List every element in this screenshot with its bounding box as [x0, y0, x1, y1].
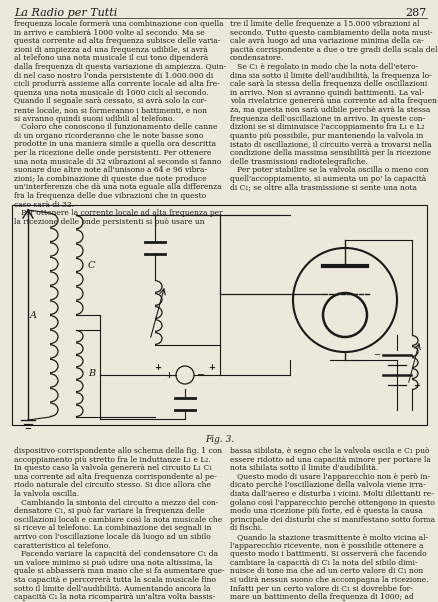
Text: pacità corrispondente a due o tre gradi della scala del: pacità corrispondente a due o tre gradi … — [230, 46, 437, 54]
Text: quanto più possibile, pur mantenendo la valvola in: quanto più possibile, pur mantenendo la … — [230, 132, 422, 140]
Text: Questo modo di usare l'apparecchio non è però in-: Questo modo di usare l'apparecchio non è… — [230, 473, 429, 481]
Text: densatore C₁, si può far variare la frequenza delle: densatore C₁, si può far variare la freq… — [14, 507, 204, 515]
Text: −: − — [373, 350, 380, 359]
Text: Cambiando la sintonia del circuito a mezzo del con-: Cambiando la sintonia del circuito a mez… — [14, 498, 218, 507]
Text: dizioni se si diminuisce l'accoppiamento fra L₁ e L₂: dizioni se si diminuisce l'accoppiamento… — [230, 123, 424, 131]
Text: condizione della massima sensibilità per la ricezione: condizione della massima sensibilità per… — [230, 149, 430, 157]
Text: diata dall'aereo e disturba i vicini. Molti dilettanti re-: diata dall'aereo e disturba i vicini. Mo… — [230, 490, 433, 498]
Text: Se C₁ è regolato in modo che la nota dell'etero-: Se C₁ è regolato in modo che la nota del… — [230, 63, 417, 71]
Text: cambiare la capacità di C₁ la nota del sibilo dimi-: cambiare la capacità di C₁ la nota del s… — [230, 559, 417, 567]
Text: rente locale, non si formeranno i battimenti, e non: rente locale, non si formeranno i battim… — [14, 106, 207, 114]
Bar — [12, 205, 426, 425]
Text: secondo. Tutto questo cambiamento della nota musi-: secondo. Tutto questo cambiamento della … — [230, 29, 431, 37]
Text: sotto il limite dell'audibilità. Aumentando ancora la: sotto il limite dell'audibilità. Aumenta… — [14, 585, 210, 592]
Text: Fig. 3.: Fig. 3. — [205, 435, 233, 444]
Text: In questo caso la valvola genererà nel circuito L₁ C₁: In questo caso la valvola genererà nel c… — [14, 464, 212, 473]
Text: questa corrente ad alta frequenza subisce delle varia-: questa corrente ad alta frequenza subisc… — [14, 37, 220, 45]
Text: cicli produrrà assieme alla corrente locale ad alta fre-: cicli produrrà assieme alla corrente loc… — [14, 80, 219, 88]
Text: arrivo con l'oscillazione locale dà luogo ad un sibilo: arrivo con l'oscillazione locale dà luog… — [14, 533, 210, 541]
Text: prodotte in una maniera simile a quella ora descritta: prodotte in una maniera simile a quella … — [14, 140, 215, 149]
Text: si avranno quindi suoni udibili al telefono.: si avranno quindi suoni udibili al telef… — [14, 114, 174, 123]
Text: nuisce di tono ma che ad un certo valore di C₁ non: nuisce di tono ma che ad un certo valore… — [230, 568, 422, 576]
Text: mare un battimento della frequenza di 1000; ad: mare un battimento della frequenza di 10… — [230, 593, 413, 601]
Text: Quando il segnale sarà cessato, si avrà solo la cor-: Quando il segnale sarà cessato, si avrà … — [14, 98, 206, 105]
Text: quell'accoppiamento, si aumenta un po' la capacità: quell'accoppiamento, si aumenta un po' l… — [230, 175, 425, 183]
Text: quale si abbasserà man mano che si fa aumentare que-: quale si abbasserà man mano che si fa au… — [14, 568, 224, 576]
Text: +: + — [208, 362, 215, 371]
Text: frequenza locale formerà una combinazione con quella: frequenza locale formerà una combinazion… — [14, 20, 223, 28]
Text: la valvola oscilla.: la valvola oscilla. — [14, 490, 79, 498]
Text: bassa sibilata, è segno che la valvola oscila e C₁ può: bassa sibilata, è segno che la valvola o… — [230, 447, 428, 455]
Text: quenza una nota musicale di 1000 cicli al secondo.: quenza una nota musicale di 1000 cicli a… — [14, 89, 208, 97]
Text: essere ridotto ad una capacità minore per portare la: essere ridotto ad una capacità minore pe… — [230, 456, 430, 464]
Text: +: + — [165, 370, 172, 379]
Text: un valore minimo si può udire una nota altissima, la: un valore minimo si può udire una nota a… — [14, 559, 212, 567]
Text: la ricezione delle onde persistenti si può usare un: la ricezione delle onde persistenti si p… — [14, 218, 204, 226]
Text: in arrivo. Non si avranno quindi battimenti. La val-: in arrivo. Non si avranno quindi battime… — [230, 89, 424, 97]
Text: modo una ricezione più forte, ed è questa la causa: modo una ricezione più forte, ed è quest… — [230, 507, 422, 515]
Text: Infatti per un certo valore di C₁ si dovrebbe for-: Infatti per un certo valore di C₁ si dov… — [230, 585, 412, 592]
Text: caso sarà di 32.: caso sarà di 32. — [14, 200, 74, 209]
Text: zioni; la combinazione di queste due note produce: zioni; la combinazione di queste due not… — [14, 175, 206, 183]
Text: dispositivo corrispondente allo schema della fig. 1 con: dispositivo corrispondente allo schema d… — [14, 447, 222, 455]
Text: A: A — [29, 311, 36, 320]
Text: oscillazioni locali e cambiare così la nota musicale che: oscillazioni locali e cambiare così la n… — [14, 516, 222, 524]
Text: condensatore.: condensatore. — [230, 54, 283, 63]
Text: di un organo ricorderanno che le note basse sono: di un organo ricorderanno che le note ba… — [14, 132, 203, 140]
Text: si udirà nessun suono che accompagna la ricezione.: si udirà nessun suono che accompagna la … — [230, 576, 427, 584]
Text: accoppiamento più stretto fra le induttanze L₁ e L₂.: accoppiamento più stretto fra le indutta… — [14, 456, 210, 464]
Text: una nota musicale di 32 vibrazioni al secondo si fanno: una nota musicale di 32 vibrazioni al se… — [14, 158, 221, 166]
Text: Per poter stabilire se la valvola oscilla o meno con: Per poter stabilire se la valvola oscill… — [230, 166, 427, 174]
Text: dicato perchè l'oscillazione della valvola viene irra-: dicato perchè l'oscillazione della valvo… — [230, 482, 425, 489]
Text: C: C — [88, 261, 95, 270]
Text: istato di oscillazione, il circuito verrà a trovarsi nella: istato di oscillazione, il circuito verr… — [230, 140, 431, 149]
Text: +: + — [413, 380, 420, 389]
Text: cale avrà luogo ad una variazione minima della ca-: cale avrà luogo ad una variazione minima… — [230, 37, 423, 45]
Text: si riceve al telefono. La combinazione dei segnali in: si riceve al telefono. La combinazione d… — [14, 524, 211, 532]
Text: zioni di ampiezza ad una frequenza udibile, si avrà: zioni di ampiezza ad una frequenza udibi… — [14, 46, 208, 54]
Text: caratteristico al telefono.: caratteristico al telefono. — [14, 542, 110, 550]
Text: nota sibilata sotto il limite d'audibilità.: nota sibilata sotto il limite d'audibili… — [230, 464, 378, 472]
Text: za, ma questa non sarà udibile perchè avrà la stessa: za, ma questa non sarà udibile perchè av… — [230, 106, 429, 114]
Text: +: + — [154, 362, 161, 371]
Text: di fischi.: di fischi. — [230, 524, 262, 532]
Text: −: − — [197, 370, 205, 380]
Text: l'apparecchio ricevente, non è possibile ottenere a: l'apparecchio ricevente, non è possibile… — [230, 542, 423, 550]
Text: golano così l'apparecchio perchè ottengono in questo: golano così l'apparecchio perchè ottengo… — [230, 498, 434, 507]
Text: Coloro che conoscono il funzionamento delle canne: Coloro che conoscono il funzionamento de… — [14, 123, 217, 131]
Text: La Radio per Tutti: La Radio per Tutti — [14, 8, 117, 18]
Text: dalla frequenza di questa variazione di ampiezza. Quin-: dalla frequenza di questa variazione di … — [14, 63, 226, 71]
Text: dina sia sotto il limite dell'audibilità, la frequenza lo-: dina sia sotto il limite dell'audibilità… — [230, 72, 431, 79]
Text: di nel caso nostro l'onda persistente di 1.000.000 di: di nel caso nostro l'onda persistente di… — [14, 72, 213, 79]
Text: fra la frequenza delle due vibrazioni che in questo: fra la frequenza delle due vibrazioni ch… — [14, 192, 206, 200]
Text: di C₁; se oltre alla trasmissione si sente una nota: di C₁; se oltre alla trasmissione si sen… — [230, 184, 416, 191]
Text: in arrivo e cambierà 1000 volte al secondo. Ma se: in arrivo e cambierà 1000 volte al secon… — [14, 29, 204, 37]
Text: capacità C₁ la nota ricomparirà un'altra volta bassis-: capacità C₁ la nota ricomparirà un'altra… — [14, 593, 215, 601]
Text: suonare due altre note all'unisono a 64 e 96 vibra-: suonare due altre note all'unisono a 64 … — [14, 166, 207, 174]
Text: per la ricezione delle onde persistenti. Per ottenere: per la ricezione delle onde persistenti.… — [14, 149, 211, 157]
Text: Quando la stazione trasmittente è molto vicina al-: Quando la stazione trasmittente è molto … — [230, 533, 427, 541]
Text: delle trasmissioni radiotelegrafiche.: delle trasmissioni radiotelegrafiche. — [230, 158, 367, 166]
Text: 287: 287 — [405, 8, 426, 18]
Text: sta capacità e percorrerà tutta la scala musicale fino: sta capacità e percorrerà tutta la scala… — [14, 576, 215, 584]
Text: una corrente ad alta frequenza corrispondente al pe-: una corrente ad alta frequenza corrispon… — [14, 473, 216, 481]
Text: un'interferenza che dà una nota eguale alla differenza: un'interferenza che dà una nota eguale a… — [14, 184, 221, 191]
Text: Per ottenere la corrente locale ad alta frequenza per: Per ottenere la corrente locale ad alta … — [14, 209, 222, 217]
Text: frequenza dell'oscillazione in arrivo. In queste con-: frequenza dell'oscillazione in arrivo. I… — [230, 114, 424, 123]
Text: vola rivelatrice genererà una corrente ad alta frequen-: vola rivelatrice genererà una corrente a… — [230, 98, 438, 105]
Text: cale sarà la stessa della frequenza delle oscillazioni: cale sarà la stessa della frequenza dell… — [230, 80, 426, 88]
Text: Facendo variare la capacità del condensatore C₁ da: Facendo variare la capacità del condensa… — [14, 550, 218, 558]
Text: principale dei disturbi che si manifestano sotto forma: principale dei disturbi che si manifesta… — [230, 516, 434, 524]
Text: tre il limite delle frequenze a 15.000 vibrazioni al: tre il limite delle frequenze a 15.000 v… — [230, 20, 419, 28]
Text: B: B — [88, 369, 95, 378]
Text: al telefono una nota musicale il cui tono dipenderà: al telefono una nota musicale il cui ton… — [14, 54, 208, 63]
Text: riodo naturale del circuito stesso. Si dice allora che: riodo naturale del circuito stesso. Si d… — [14, 482, 211, 489]
Text: questo modo i battimenti. Si osserverà che facendo: questo modo i battimenti. Si osserverà c… — [230, 550, 426, 558]
